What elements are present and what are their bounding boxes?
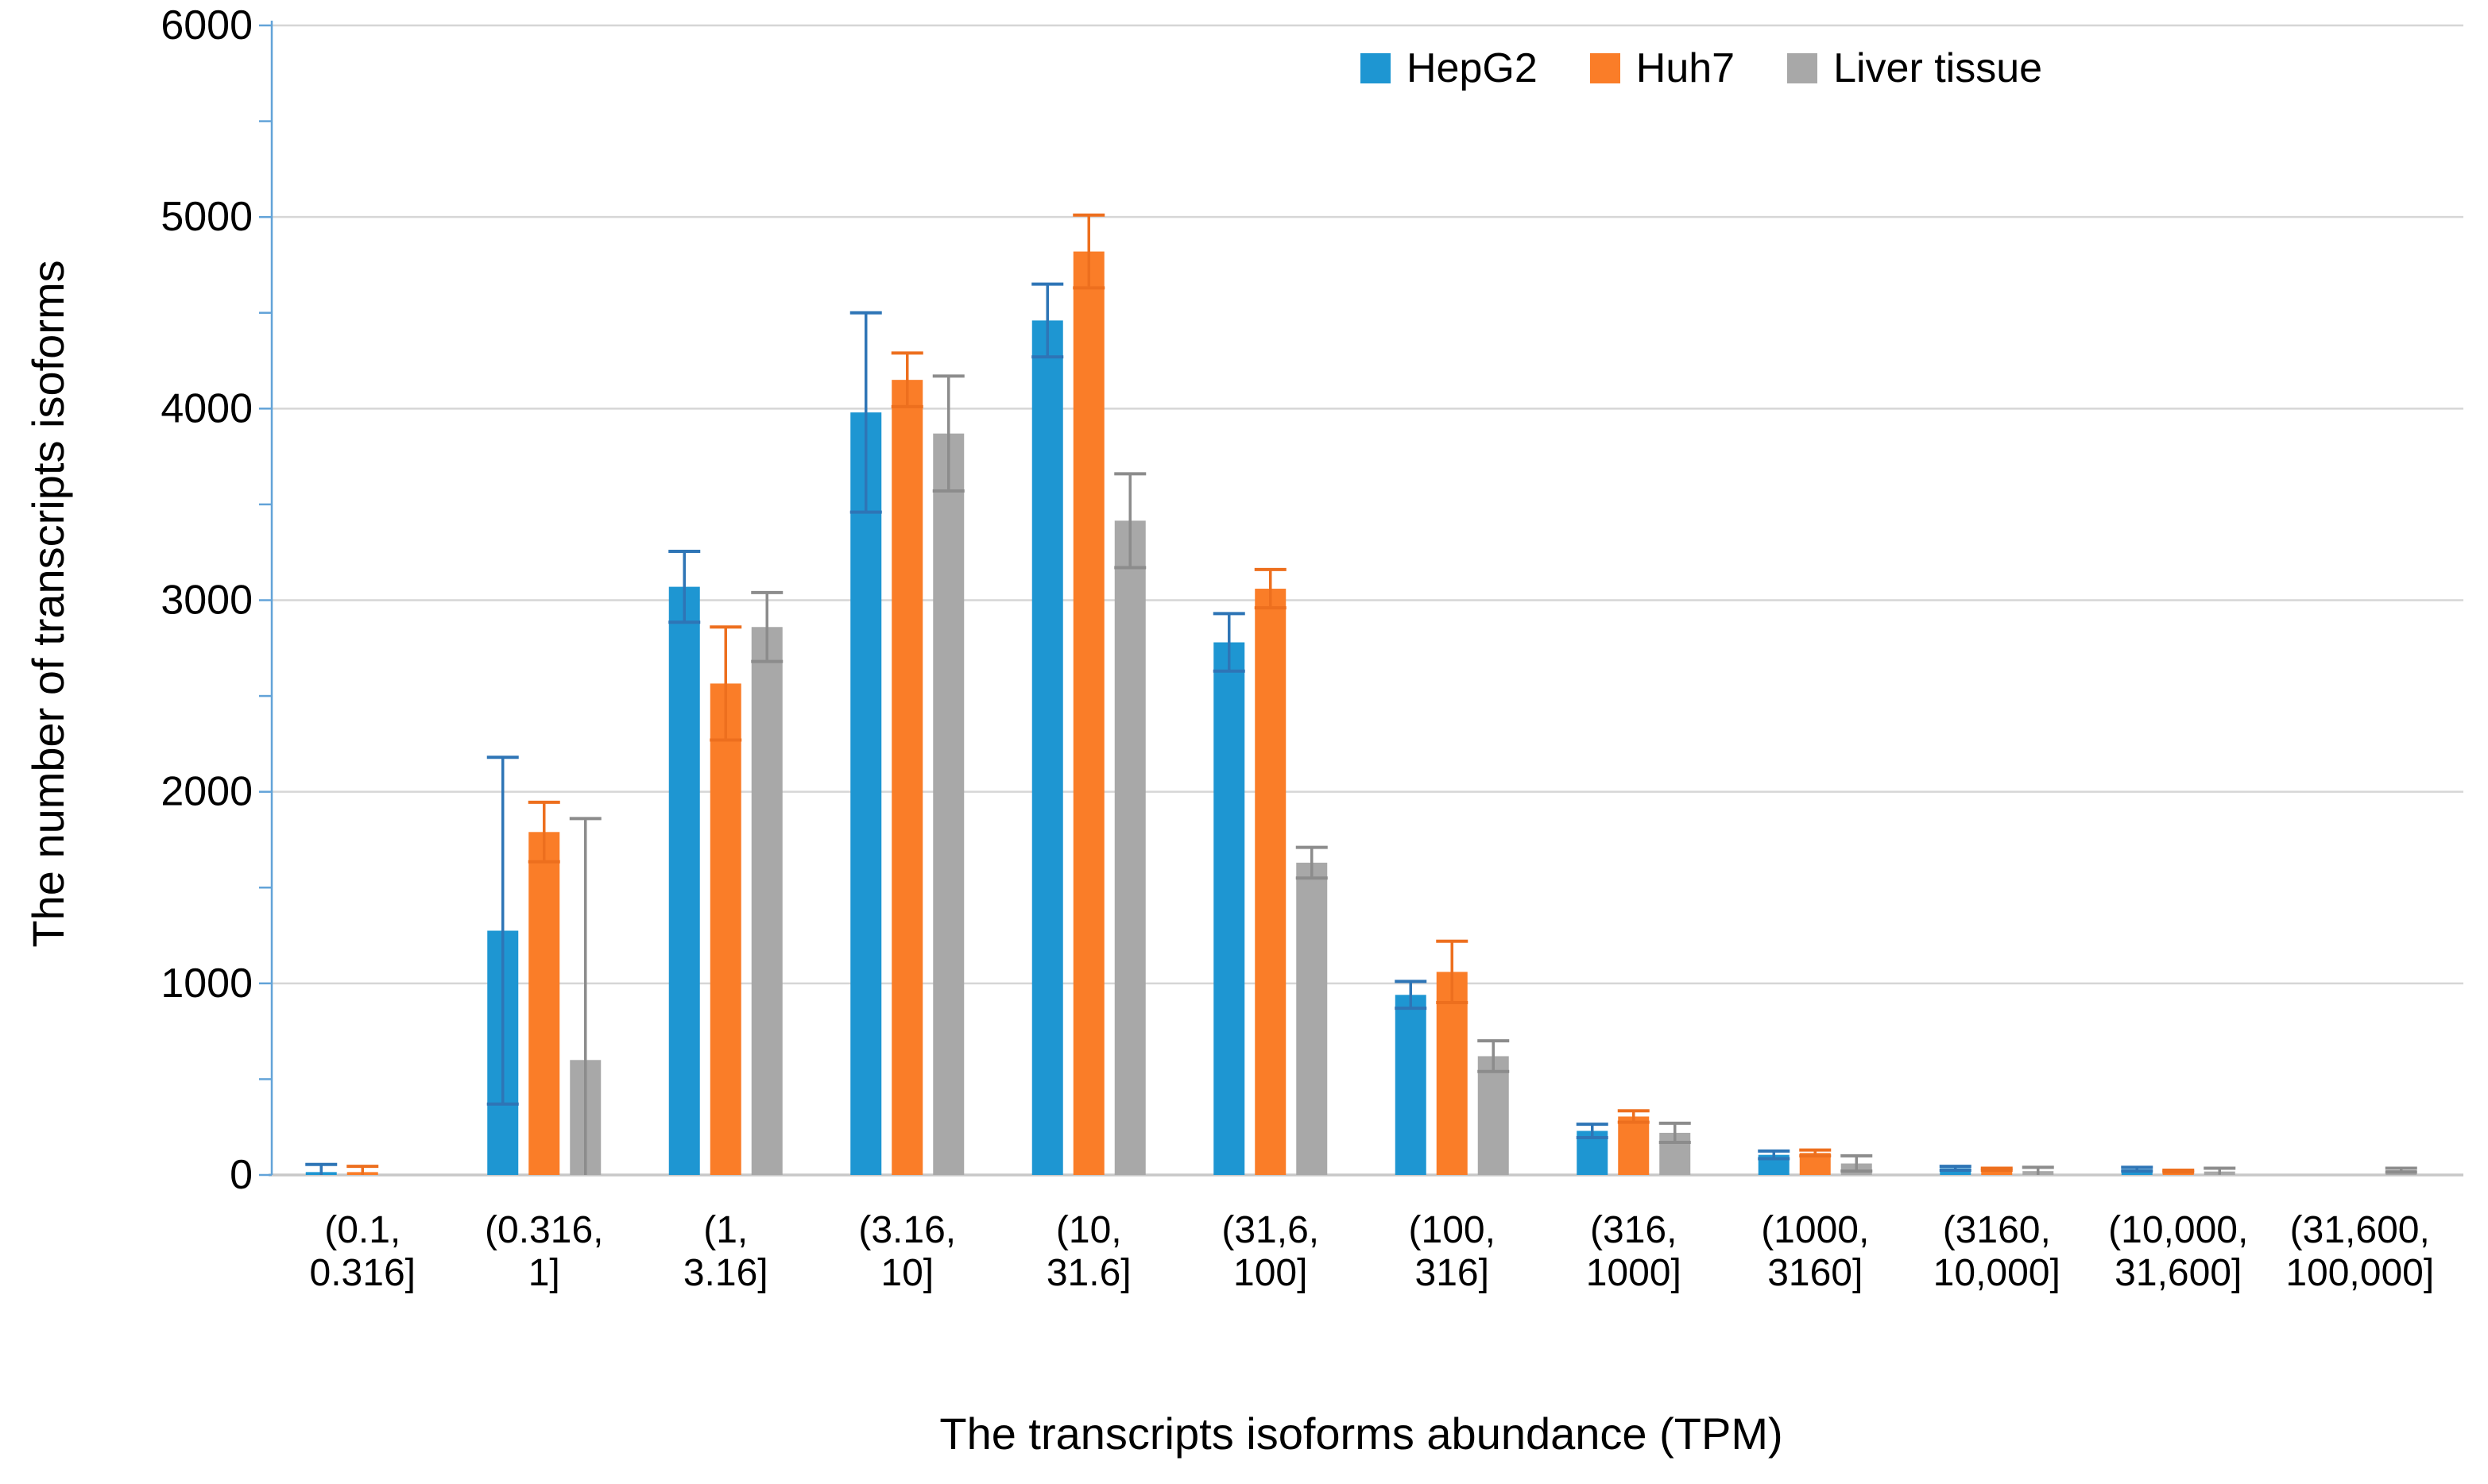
x-tick-label: (0.316, 1] xyxy=(485,1209,603,1294)
bar-hepg2 xyxy=(1395,995,1426,1175)
legend: HepG2 Huh7 Liver tissue xyxy=(1360,44,2042,92)
bar-liver-tissue xyxy=(933,433,965,1175)
legend-swatch-hepg2 xyxy=(1360,53,1391,83)
bar-liver-tissue xyxy=(1296,862,1328,1175)
bar-liver-tissue xyxy=(1477,1056,1509,1175)
legend-label: HepG2 xyxy=(1407,45,1538,91)
bar-huh7 xyxy=(528,832,560,1175)
bar-huh7 xyxy=(892,380,923,1175)
bar-hepg2 xyxy=(1213,642,1245,1175)
x-axis-title: The transcripts isoforms abundance (TPM) xyxy=(939,1409,1783,1459)
x-tick-label: (31,600, 100,000] xyxy=(2285,1209,2434,1294)
bar-huh7 xyxy=(1436,972,1468,1175)
y-tick-label: 1000 xyxy=(161,960,253,1007)
y-tick-label: 0 xyxy=(230,1152,253,1198)
y-tick-label: 2000 xyxy=(161,769,253,815)
bar-hepg2 xyxy=(1031,320,1063,1175)
bar-huh7 xyxy=(710,683,741,1175)
x-tick-label: (1, 3.16] xyxy=(683,1209,768,1294)
x-tick-label: (10, 31.6] xyxy=(1047,1209,1132,1294)
y-tick-label: 5000 xyxy=(161,194,253,240)
bar-huh7 xyxy=(1073,251,1105,1175)
bar-huh7 xyxy=(1618,1116,1650,1175)
y-tick-label: 4000 xyxy=(161,385,253,431)
legend-label: Liver tissue xyxy=(1833,45,2043,91)
bar-liver-tissue xyxy=(751,627,783,1175)
legend-item-hepg2: HepG2 xyxy=(1360,44,1538,92)
bar-huh7 xyxy=(1981,1169,2013,1175)
bar-hepg2 xyxy=(850,412,882,1175)
bar-huh7 xyxy=(1255,589,1287,1175)
x-tick-label: (316, 1000] xyxy=(1586,1209,1681,1294)
y-tick-label: 6000 xyxy=(161,2,253,48)
x-tick-label: (10,000, 31,600] xyxy=(2108,1209,2248,1294)
x-tick-label: (1000, 3160] xyxy=(1761,1209,1869,1294)
x-tick-label: (100, 316] xyxy=(1409,1209,1496,1294)
legend-swatch-huh7 xyxy=(1589,53,1620,83)
legend-item-huh7: Huh7 xyxy=(1589,44,1735,92)
bar-liver-tissue xyxy=(1114,520,1146,1175)
y-axis-title: The number of transcripts isoforms xyxy=(23,260,73,948)
legend-label: Huh7 xyxy=(1635,45,1735,91)
x-tick-label: (3160, 10,000] xyxy=(1933,1209,2060,1294)
y-tick-label: 3000 xyxy=(161,578,253,624)
x-tick-label: (3.16, 10] xyxy=(858,1209,956,1294)
x-tick-label: (31,6, 100] xyxy=(1221,1209,1319,1294)
legend-swatch-liver-tissue xyxy=(1787,53,1818,83)
x-tick-label: (0.1, 0.316] xyxy=(310,1209,416,1294)
bar-hepg2 xyxy=(668,586,700,1175)
legend-item-liver-tissue: Liver tissue xyxy=(1787,44,2042,92)
